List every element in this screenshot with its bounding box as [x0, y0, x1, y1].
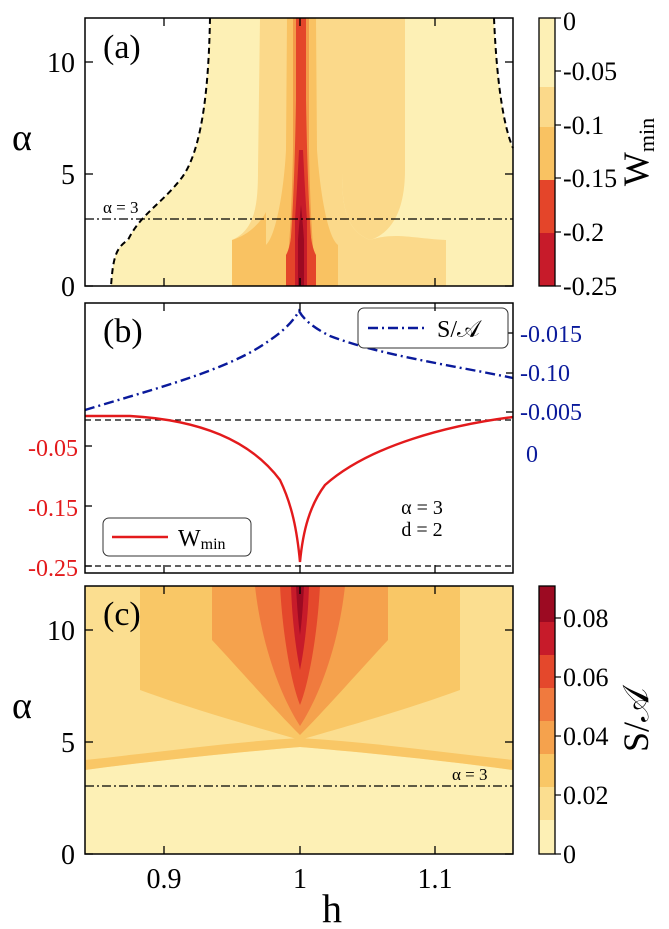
panel-a-ytick-0: 0 [61, 272, 75, 303]
colorbar-c-tick-0: 0 [563, 840, 576, 869]
panel-a-yticks [85, 61, 513, 287]
panel-a: α = 3 0 5 10 α (a) [12, 17, 514, 303]
colorbar-a-level-3 [539, 127, 555, 180]
panel-b-frame [84, 302, 514, 574]
colorbar-a-tick-5: -0.25 [563, 272, 617, 301]
colorbar-a-level-5 [539, 233, 555, 286]
panel-a-boundary-right [493, 17, 514, 149]
colorbar-c-level-4 [539, 688, 555, 721]
panel-b-legend-SA-label: S/𝒜 [437, 317, 482, 343]
panel-a-ytick-10: 10 [47, 48, 75, 79]
panel-c-xtick-1: 1 [293, 864, 307, 895]
colorbar-a-label-sub: min [634, 118, 659, 152]
panel-c-frame [84, 585, 514, 855]
panel-c-hline-label: α = 3 [452, 765, 488, 784]
colorbar-c-level-6 [539, 622, 555, 655]
colorbar-c-level-3 [539, 721, 555, 754]
panel-a-band-right [342, 18, 405, 240]
colorbar-a-label: Wmin [616, 118, 659, 186]
panel-b-label: (b) [103, 313, 143, 350]
panel-b-annotation-d: d = 2 [401, 519, 442, 541]
panel-c-xtick-0.9: 0.9 [147, 864, 182, 895]
colorbar-c-tick-1: 0.02 [563, 781, 609, 810]
colorbar-a-level-1 [539, 62, 555, 87]
panel-c-xlabel: h [322, 886, 342, 929]
panel-a-hline-label: α = 3 [103, 198, 139, 217]
panel-b-legend-SA: S/𝒜 [357, 307, 509, 349]
panel-a-level-6 [298, 205, 304, 286]
colorbar-a-tick-2: -0.1 [563, 111, 604, 140]
colorbar-c-frame [538, 585, 556, 855]
panel-b-right-tick-2: -0.005 [520, 400, 582, 426]
panel-a-ylabel: α [12, 117, 32, 159]
panel-c-label: (c) [103, 596, 141, 633]
panel-b-right-tick-1: -0.10 [520, 361, 570, 387]
colorbar-a: 0 -0.05 -0.1 -0.15 -0.2 -0.25 Wmin [538, 7, 659, 301]
panel-c-level-2b [85, 738, 513, 770]
panel-b: -0.05 -0.15 -0.25 -0.015 -0.10 -0.005 0 … [28, 302, 582, 582]
colorbar-c-level-1 [539, 787, 555, 820]
panel-b-legend-Wmin-sub: min [201, 536, 226, 553]
colorbar-c-tick-4: 0.08 [563, 604, 609, 633]
colorbar-c-ticks [555, 617, 561, 855]
panel-b-left-tick-2: -0.25 [28, 556, 78, 582]
colorbar-c-level-2 [539, 754, 555, 787]
panel-c-level-7 [296, 586, 304, 635]
panel-c-xtick-1.1: 1.1 [418, 864, 453, 895]
colorbar-c: 0 0.02 0.04 0.06 0.08 S/𝒜 [538, 585, 656, 869]
svg-text:Wmin: Wmin [178, 526, 226, 553]
panel-b-left-tickmarks [85, 332, 513, 567]
panel-a-right-outside [494, 18, 513, 148]
panel-b-right-tick-0: -0.015 [520, 322, 582, 348]
colorbar-a-level-4 [539, 180, 555, 233]
panel-a-boundary-left [110, 17, 211, 287]
panel-c-tickmarks [85, 18, 513, 855]
panel-b-series-Wmin [85, 414, 514, 563]
panel-b-right-tick-3: 0 [526, 442, 538, 468]
panel-b-legend-Wmin: Wmin [102, 517, 252, 557]
panel-a-band-right-lower [370, 235, 446, 286]
colorbar-c-level-7 [539, 586, 555, 622]
colorbar-a-ticks [555, 17, 561, 287]
panel-b-annotation-alpha: α = 3 [401, 497, 443, 519]
panel-c: α = 3 0 5 10 0.9 1 1.1 h α (c) [12, 18, 514, 929]
panel-b-left-tick-1: -0.15 [28, 496, 78, 522]
svg-text:Wmin: Wmin [616, 118, 659, 186]
panel-a-level-1-lower [232, 212, 266, 286]
panel-b-left-tick-0: -0.05 [28, 436, 78, 462]
colorbar-c-label: S/𝒜 [616, 684, 656, 752]
colorbar-c-level-0 [539, 820, 555, 854]
colorbar-a-tick-1: -0.05 [563, 57, 617, 86]
panel-c-ytick-5: 5 [61, 728, 75, 759]
panel-a-ytick-5: 5 [61, 160, 75, 191]
panel-b-legend-Wmin-main: W [178, 526, 201, 552]
colorbar-a-tick-0: 0 [563, 7, 576, 36]
panel-a-frame [84, 17, 514, 287]
panel-c-ytick-10: 10 [47, 616, 75, 647]
colorbar-a-level-0 [539, 18, 555, 62]
colorbar-a-frame [538, 17, 556, 287]
panel-c-ytick-0: 0 [61, 840, 75, 871]
colorbar-a-level-2 [539, 87, 555, 127]
colorbar-c-level-5 [539, 655, 555, 688]
colorbar-a-tick-3: -0.15 [563, 164, 617, 193]
colorbar-a-tick-4: -0.2 [563, 218, 604, 247]
colorbar-a-label-main: W [616, 152, 656, 186]
colorbar-c-tick-3: 0.06 [563, 663, 609, 692]
panel-a-label: (a) [103, 29, 141, 66]
panel-a-left-outside [85, 18, 210, 286]
colorbar-c-tick-2: 0.04 [563, 722, 609, 751]
panel-c-ylabel: α [12, 685, 32, 727]
